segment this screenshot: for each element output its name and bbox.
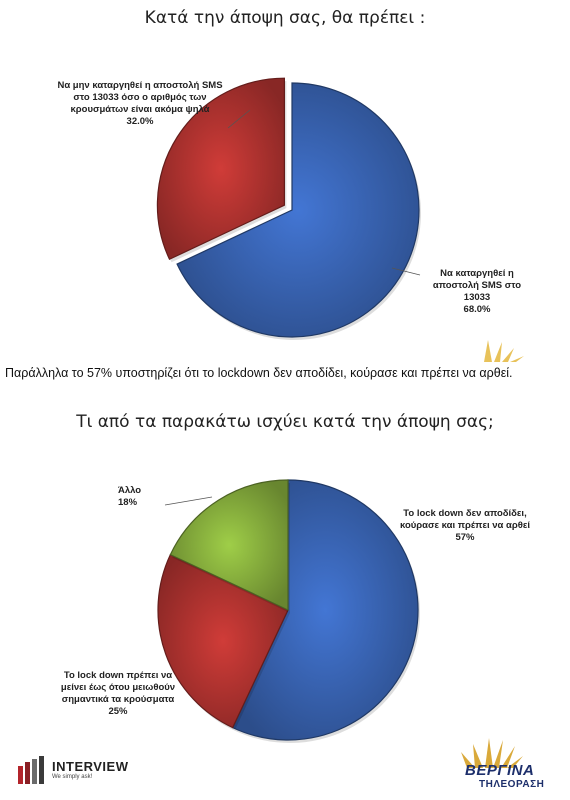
chart1-title: Κατά την άποψη σας, θα πρέπει : (144, 8, 426, 28)
pie2-slice-0 (231, 479, 419, 741)
pie1-label-0-line-3: 13033 (463, 292, 491, 303)
pie2-label-0-line-1: To lock down δεν αποδίδει, (403, 508, 527, 519)
pie2-leader-line-0 (164, 496, 213, 506)
vergina-subtitle: ΤΗΛΕΟΡΑΣΗ (479, 779, 545, 790)
pie1-leader-line-0 (391, 267, 421, 276)
pie2-label-1-line-2: μείνει έως ότου μειωθούν (60, 682, 176, 693)
pie1-slice-1 (156, 77, 286, 261)
summary-paragraph: Παράλληλα το 57% υποστηρίζει ότι το lock… (5, 366, 513, 380)
chart2-title: Τι από τα παρακάτω ισχύει κατά την άποψη… (76, 412, 494, 432)
pie2-label-0-pct: 57% (455, 532, 475, 543)
pie2-label-slice-1: To lock down πρέπει να μείνει έως ότου μ… (48, 670, 188, 718)
pie1-label-0-line-1: Να καταργηθεί η (440, 268, 514, 279)
interview-tagline: We simply ask! (52, 774, 93, 780)
pie2-label-2-line-1: Άλλο (118, 485, 142, 496)
pie2-label-1-line-3: σημαντικά τα κρούσματα (61, 694, 175, 705)
pie-chart-1 (156, 77, 421, 340)
pie1-label-slice-0: Να καταργηθεί η αποστολή SMS στο 13033 6… (418, 268, 536, 316)
interview-name: INTERVIEW (52, 759, 129, 774)
sun-rays-decoration (484, 340, 524, 362)
pie2-slice-2 (169, 479, 289, 611)
pie1-label-1-line-2: στο 13033 όσο ο αριθμός των (73, 92, 207, 103)
pie2-slice-1 (157, 553, 289, 729)
pie1-slice-0 (176, 82, 420, 338)
vergina-logo: ΒΕΡΓΙΝΑ ΤΗΛΕΟΡΑΣΗ (455, 732, 565, 794)
interview-bars-icon (18, 756, 44, 784)
pie2-label-0-line-2: κούρασε και πρέπει να αρθεί (399, 520, 531, 531)
pie1-label-slice-1: Να μην καταργηθεί η αποστολή SMS στο 130… (40, 80, 240, 128)
pie1-label-1-line-3: κρουσμάτων είναι ακόμα ψηλά (70, 104, 210, 115)
pie2-label-slice-0: To lock down δεν αποδίδει, κούρασε και π… (375, 508, 555, 544)
pie1-label-1-line-1: Να μην καταργηθεί η αποστολή SMS (57, 80, 223, 91)
interview-logo: INTERVIEW We simply ask! (18, 756, 158, 786)
pie1-label-1-pct: 32.0% (126, 116, 154, 127)
pie2-label-slice-2: Άλλο 18% (118, 485, 168, 509)
pie2-label-2-pct: 18% (118, 497, 138, 508)
pie1-label-0-line-2: αποστολή SMS στο (432, 280, 522, 291)
pie2-label-1-line-1: To lock down πρέπει να (63, 670, 173, 681)
pie1-leader-line-1 (227, 109, 251, 129)
vergina-name: ΒΕΡΓΙΝΑ (465, 762, 535, 779)
vergina-sun-icon (461, 738, 523, 768)
pie2-label-1-pct: 25% (108, 706, 128, 717)
pie1-label-0-pct: 68.0% (463, 304, 491, 315)
